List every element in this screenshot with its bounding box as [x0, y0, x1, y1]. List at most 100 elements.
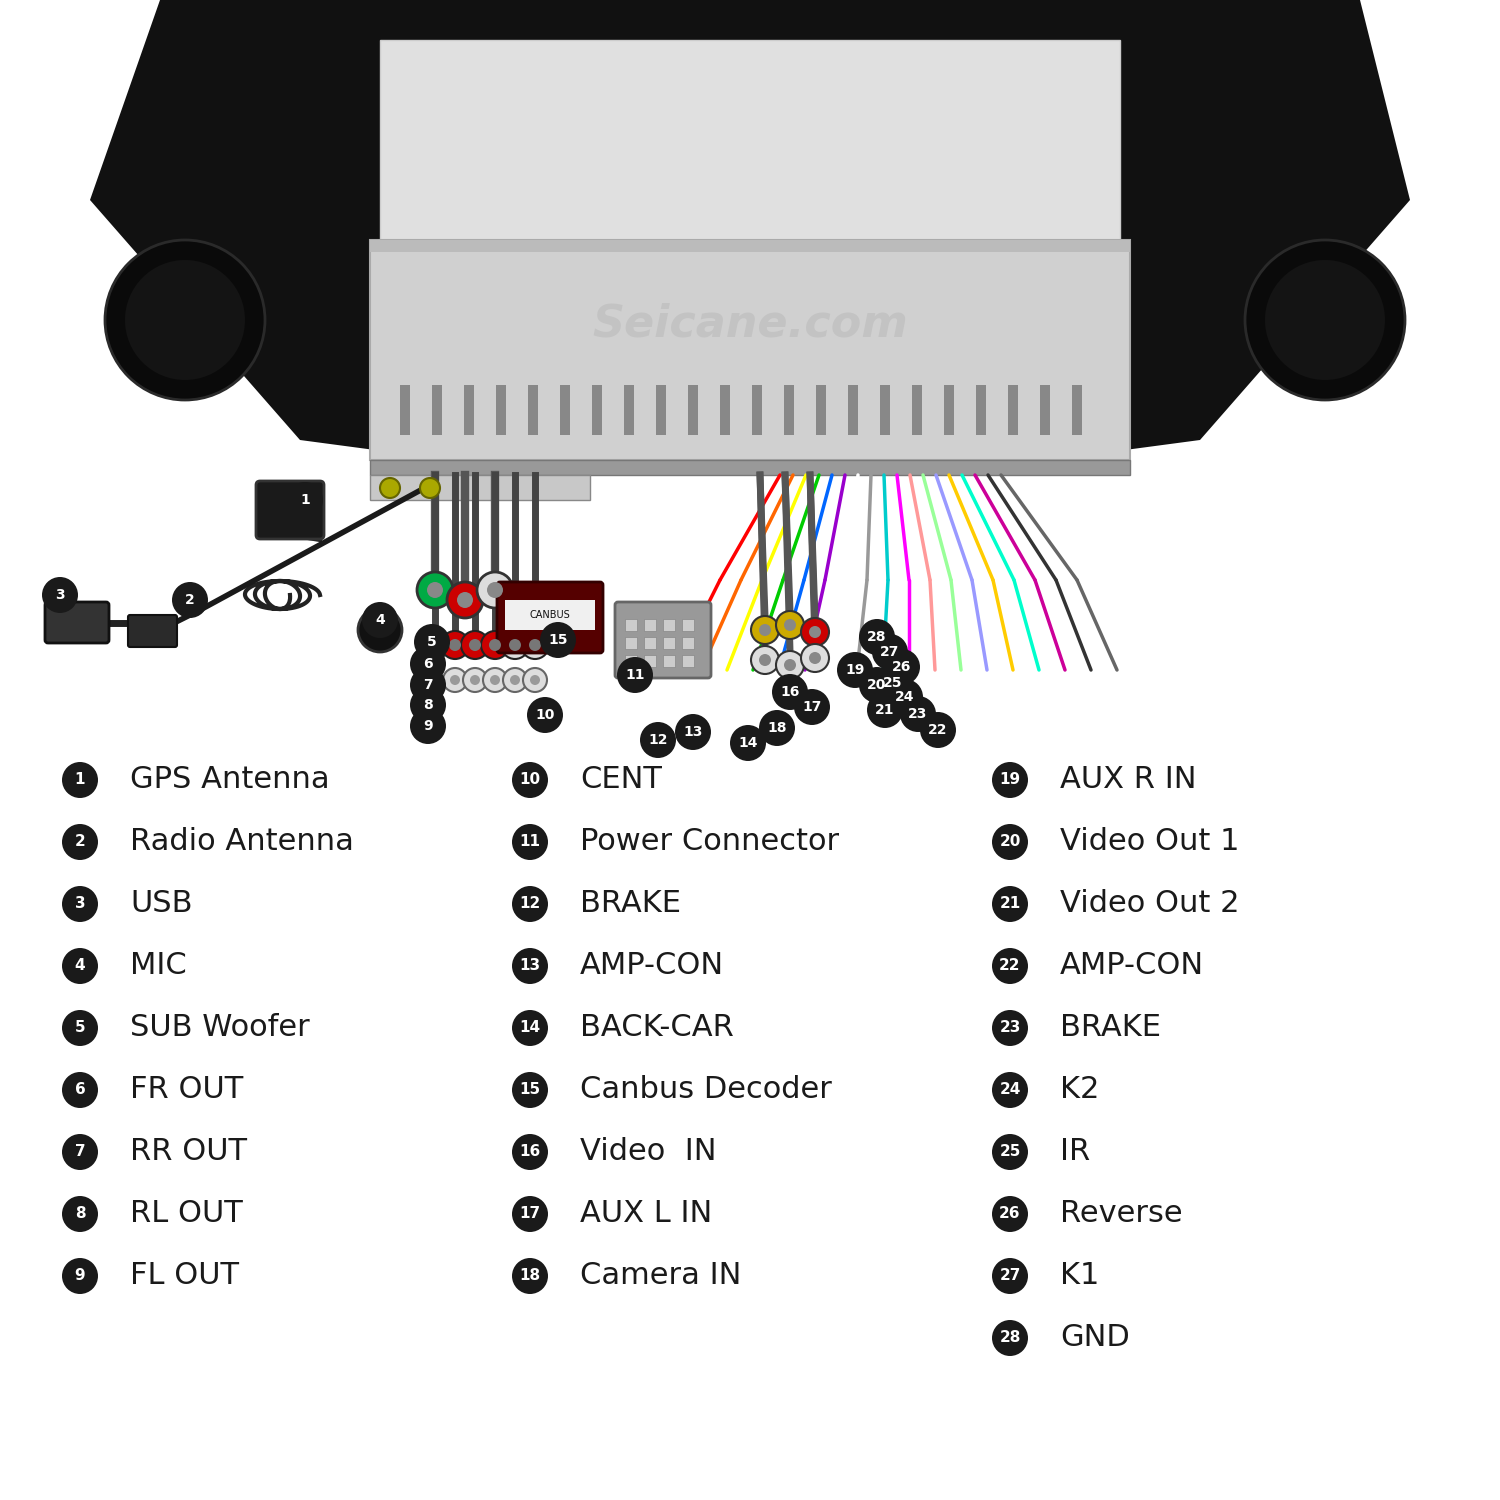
Bar [656, 386, 666, 435]
Circle shape [776, 651, 804, 680]
Circle shape [448, 639, 460, 651]
Bar [464, 386, 474, 435]
Circle shape [992, 824, 1028, 860]
Text: 18: 18 [519, 1269, 540, 1284]
Circle shape [512, 1010, 548, 1046]
Text: 26: 26 [999, 1206, 1020, 1221]
Circle shape [884, 650, 920, 686]
Circle shape [510, 675, 520, 686]
Text: Reverse: Reverse [1060, 1200, 1182, 1228]
Circle shape [490, 675, 500, 686]
Bar [496, 386, 506, 435]
Text: 21: 21 [999, 897, 1020, 912]
Circle shape [464, 668, 488, 692]
Circle shape [62, 1258, 98, 1294]
Bar [626, 620, 638, 632]
Circle shape [871, 634, 907, 670]
Text: 16: 16 [780, 686, 800, 699]
Text: 14: 14 [738, 736, 758, 750]
Circle shape [1245, 240, 1406, 400]
Text: 7: 7 [75, 1144, 86, 1160]
Circle shape [105, 240, 266, 400]
Text: 20: 20 [999, 834, 1020, 849]
Text: FL OUT: FL OUT [130, 1262, 238, 1290]
Bar [626, 638, 638, 650]
Bar [560, 386, 570, 435]
Bar [1040, 386, 1050, 435]
Circle shape [450, 675, 460, 686]
Text: Video  IN: Video IN [580, 1137, 717, 1167]
Text: 3: 3 [56, 588, 64, 602]
Text: 19: 19 [846, 663, 864, 676]
Bar [880, 386, 890, 435]
Circle shape [759, 710, 795, 746]
Bar [624, 386, 634, 435]
Circle shape [429, 639, 441, 651]
Circle shape [489, 639, 501, 651]
Circle shape [837, 652, 873, 688]
Circle shape [808, 652, 820, 664]
Circle shape [512, 886, 548, 922]
Bar [682, 656, 694, 668]
Circle shape [172, 582, 208, 618]
Circle shape [380, 478, 400, 498]
Circle shape [859, 620, 895, 656]
Circle shape [286, 482, 322, 518]
Text: 26: 26 [892, 660, 912, 674]
Circle shape [900, 696, 936, 732]
Bar [432, 386, 442, 435]
Text: 17: 17 [802, 700, 822, 714]
Text: K1: K1 [1060, 1262, 1100, 1290]
Text: 22: 22 [928, 723, 948, 736]
Circle shape [414, 624, 450, 660]
Bar [682, 638, 694, 650]
Circle shape [752, 616, 778, 644]
Bar [592, 386, 602, 435]
Circle shape [62, 1196, 98, 1231]
Circle shape [427, 582, 442, 598]
Text: 16: 16 [519, 1144, 540, 1160]
Bar [1072, 386, 1082, 435]
Circle shape [442, 668, 466, 692]
Circle shape [886, 680, 922, 716]
Polygon shape [370, 260, 1130, 460]
Circle shape [867, 692, 903, 728]
Circle shape [992, 1258, 1028, 1294]
Circle shape [470, 639, 482, 651]
Bar [682, 620, 694, 632]
Bar [663, 620, 675, 632]
Text: 3: 3 [75, 897, 86, 912]
Text: Radio Antenna: Radio Antenna [130, 828, 354, 856]
Bar [720, 386, 730, 435]
Circle shape [675, 714, 711, 750]
Bar [370, 240, 1130, 252]
Circle shape [992, 1320, 1028, 1356]
Circle shape [992, 1010, 1028, 1046]
Bar [644, 620, 656, 632]
Text: CANBUS: CANBUS [530, 610, 570, 620]
Circle shape [470, 675, 480, 686]
Text: 2: 2 [75, 834, 86, 849]
Bar [370, 240, 1130, 460]
Circle shape [483, 668, 507, 692]
Text: 1: 1 [300, 494, 310, 507]
Circle shape [992, 762, 1028, 798]
Bar [1008, 386, 1019, 435]
Text: BACK-CAR: BACK-CAR [580, 1014, 734, 1042]
Text: 12: 12 [648, 734, 668, 747]
Text: 20: 20 [867, 678, 886, 692]
Bar [663, 656, 675, 668]
Circle shape [447, 582, 483, 618]
Text: 8: 8 [75, 1206, 86, 1221]
Bar [784, 386, 794, 435]
Text: GND: GND [1060, 1323, 1130, 1353]
Circle shape [501, 632, 530, 658]
Circle shape [992, 1196, 1028, 1231]
Circle shape [859, 668, 895, 704]
Text: 17: 17 [519, 1206, 540, 1221]
Circle shape [509, 639, 520, 651]
Bar [644, 656, 656, 668]
Circle shape [640, 722, 676, 758]
Circle shape [784, 620, 796, 632]
Circle shape [520, 632, 549, 658]
